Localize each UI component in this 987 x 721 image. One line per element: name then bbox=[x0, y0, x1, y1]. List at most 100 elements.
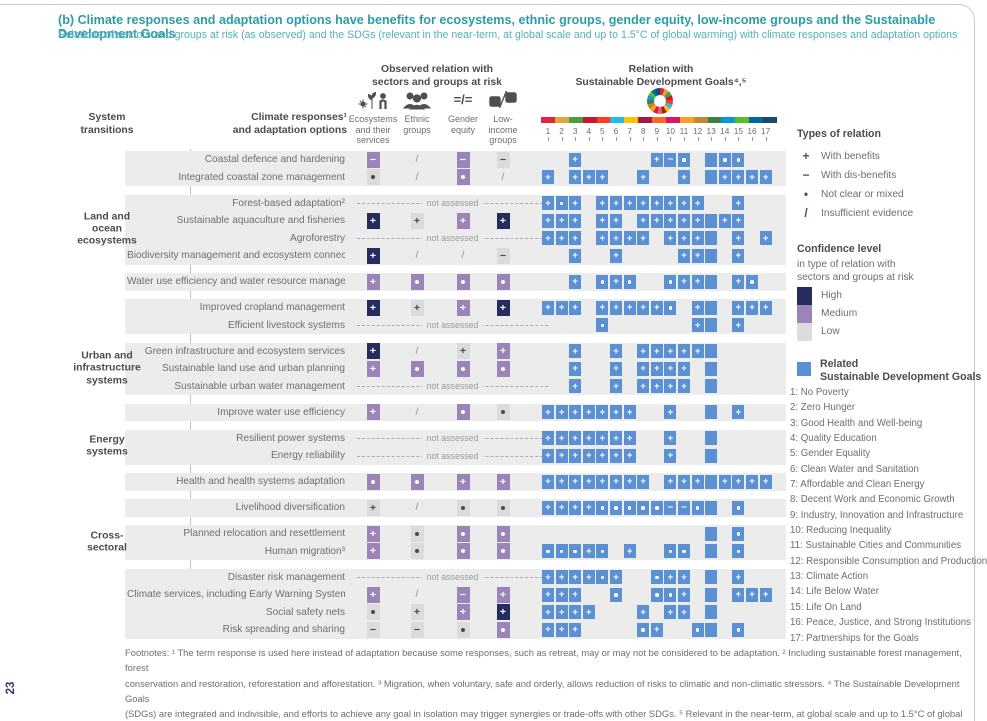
sdg-dot bbox=[668, 306, 673, 310]
sdg-cell: + bbox=[718, 170, 731, 185]
sdg-strip-segment bbox=[721, 117, 736, 123]
sdg-dot bbox=[668, 549, 673, 553]
sector-dot bbox=[461, 549, 465, 554]
sdg-cell: + bbox=[610, 213, 622, 228]
sdg-cell: + bbox=[637, 605, 650, 620]
sdg-cell: + bbox=[555, 500, 568, 515]
sdg-dot bbox=[750, 280, 754, 284]
sector-cell bbox=[456, 525, 470, 542]
sector-cell bbox=[496, 543, 510, 560]
sdg-cell: + bbox=[759, 300, 772, 315]
sdg-cell: + bbox=[596, 196, 609, 211]
sdg-column-tick bbox=[697, 137, 699, 141]
sdg-cell: + bbox=[569, 300, 582, 315]
sdg-column-number: 1 bbox=[545, 126, 551, 136]
sdg-cell: + bbox=[637, 474, 650, 489]
relation-type-symbol: + bbox=[802, 149, 810, 163]
sector-cell: − bbox=[496, 151, 510, 168]
sdg-cell: + bbox=[582, 605, 595, 620]
relation-type-item: / Insufficient evidence bbox=[797, 206, 977, 224]
sdg-column-tick bbox=[629, 137, 631, 141]
sdg-dot bbox=[627, 506, 632, 510]
sector-cell: + bbox=[366, 273, 380, 290]
sdg-cell: + bbox=[623, 448, 636, 463]
figure-subtitle: Relations of sectors and groups at risk … bbox=[58, 29, 958, 41]
sector-cell bbox=[496, 499, 510, 516]
sdg-cell: + bbox=[650, 213, 663, 228]
sdg-list-item: 9: Industry, Innovation and Infrastructu… bbox=[790, 509, 964, 521]
confidence-level-title: Confidence level bbox=[797, 243, 882, 255]
sdg-cell: + bbox=[746, 170, 758, 185]
sdg-cell: + bbox=[596, 213, 609, 228]
sdg-cell: + bbox=[610, 344, 622, 359]
sdg-list-item: 2: Zero Hunger bbox=[790, 402, 856, 414]
sdg-cell bbox=[664, 300, 677, 315]
sdg-strip-segment bbox=[596, 117, 611, 123]
sdg-strip-segment bbox=[568, 117, 583, 123]
sdg-dot bbox=[600, 549, 605, 553]
sdg-strip-segment bbox=[707, 117, 722, 123]
sector-cell: + bbox=[366, 586, 380, 603]
sector-cell: − bbox=[456, 151, 470, 168]
sdg-cell: + bbox=[610, 405, 622, 420]
sdg-cell: + bbox=[596, 474, 609, 489]
system-transition-label: Energy systems bbox=[86, 434, 128, 458]
sdg-list-item: 15: Life On Land bbox=[790, 601, 862, 613]
sdg-cell: + bbox=[569, 231, 582, 246]
sdg-cell: + bbox=[569, 152, 582, 167]
sector-dot bbox=[501, 531, 505, 536]
sector-dot bbox=[461, 366, 465, 371]
sdg-list-item: 1: No Poverty bbox=[790, 387, 849, 398]
sdg-cell: + bbox=[732, 300, 745, 315]
confidence-level-item: Low bbox=[797, 323, 977, 341]
sdg-cell: + bbox=[691, 274, 704, 289]
sector-cell bbox=[456, 360, 470, 377]
sdg-cell bbox=[610, 587, 622, 602]
sdg-cell: + bbox=[596, 431, 609, 446]
sdg-cell: + bbox=[569, 379, 582, 394]
row-label: Health and health systems adaptation bbox=[176, 476, 345, 487]
sdg-cell: + bbox=[582, 500, 595, 515]
sdg-cell bbox=[610, 500, 622, 515]
sdg-cell: + bbox=[678, 274, 690, 289]
sector-cell: + bbox=[456, 604, 470, 621]
sdg-dot bbox=[655, 575, 659, 579]
sector-cell: + bbox=[366, 499, 380, 516]
confidence-swatch bbox=[797, 323, 812, 341]
sdg-cell: + bbox=[569, 248, 582, 263]
sector-cell bbox=[496, 273, 510, 290]
sdg-cell: + bbox=[746, 587, 758, 602]
sector-dot bbox=[461, 505, 465, 510]
sdg-strip-segment bbox=[652, 117, 666, 123]
sdg-cell bbox=[705, 300, 718, 315]
sdg-dot bbox=[641, 506, 645, 510]
sdg-dot bbox=[641, 628, 645, 632]
row-label: Green infrastructure and ecosystem servi… bbox=[144, 345, 345, 357]
sdg-cell: + bbox=[569, 361, 582, 376]
sector-cell-insufficient: / bbox=[415, 249, 419, 261]
row-label: Climate services, including Early Warnin… bbox=[127, 589, 345, 600]
sdg-cell: + bbox=[582, 405, 595, 420]
figure-title: (b) Climate responses and adaptation opt… bbox=[58, 13, 936, 41]
sector-cell-insufficient: / bbox=[415, 153, 419, 165]
sdg-strip-segment bbox=[554, 117, 569, 123]
sdg-cell: + bbox=[623, 474, 636, 489]
sector-cell: + bbox=[496, 473, 510, 490]
row-label: Improved cropland management bbox=[199, 302, 345, 313]
sdg-cell: + bbox=[678, 379, 690, 394]
sdg-cell: + bbox=[555, 405, 568, 420]
sector-cell bbox=[456, 273, 470, 290]
sdg-cell: + bbox=[664, 474, 677, 489]
sdg-cell bbox=[705, 500, 718, 515]
ecosystems-icon bbox=[356, 88, 390, 112]
sdg-strip-segment bbox=[693, 117, 708, 123]
sdg-cell bbox=[623, 500, 636, 515]
sdg-strip-segment bbox=[638, 117, 652, 123]
sdg-dot bbox=[695, 506, 700, 510]
sdg-cell: + bbox=[732, 213, 745, 228]
sdg-cell bbox=[705, 405, 718, 420]
sdg-cell: + bbox=[732, 231, 745, 246]
sdg-cell: + bbox=[650, 344, 663, 359]
sector-label-gender-equity: Gender equity bbox=[447, 114, 479, 135]
sdg-cell: + bbox=[555, 213, 568, 228]
